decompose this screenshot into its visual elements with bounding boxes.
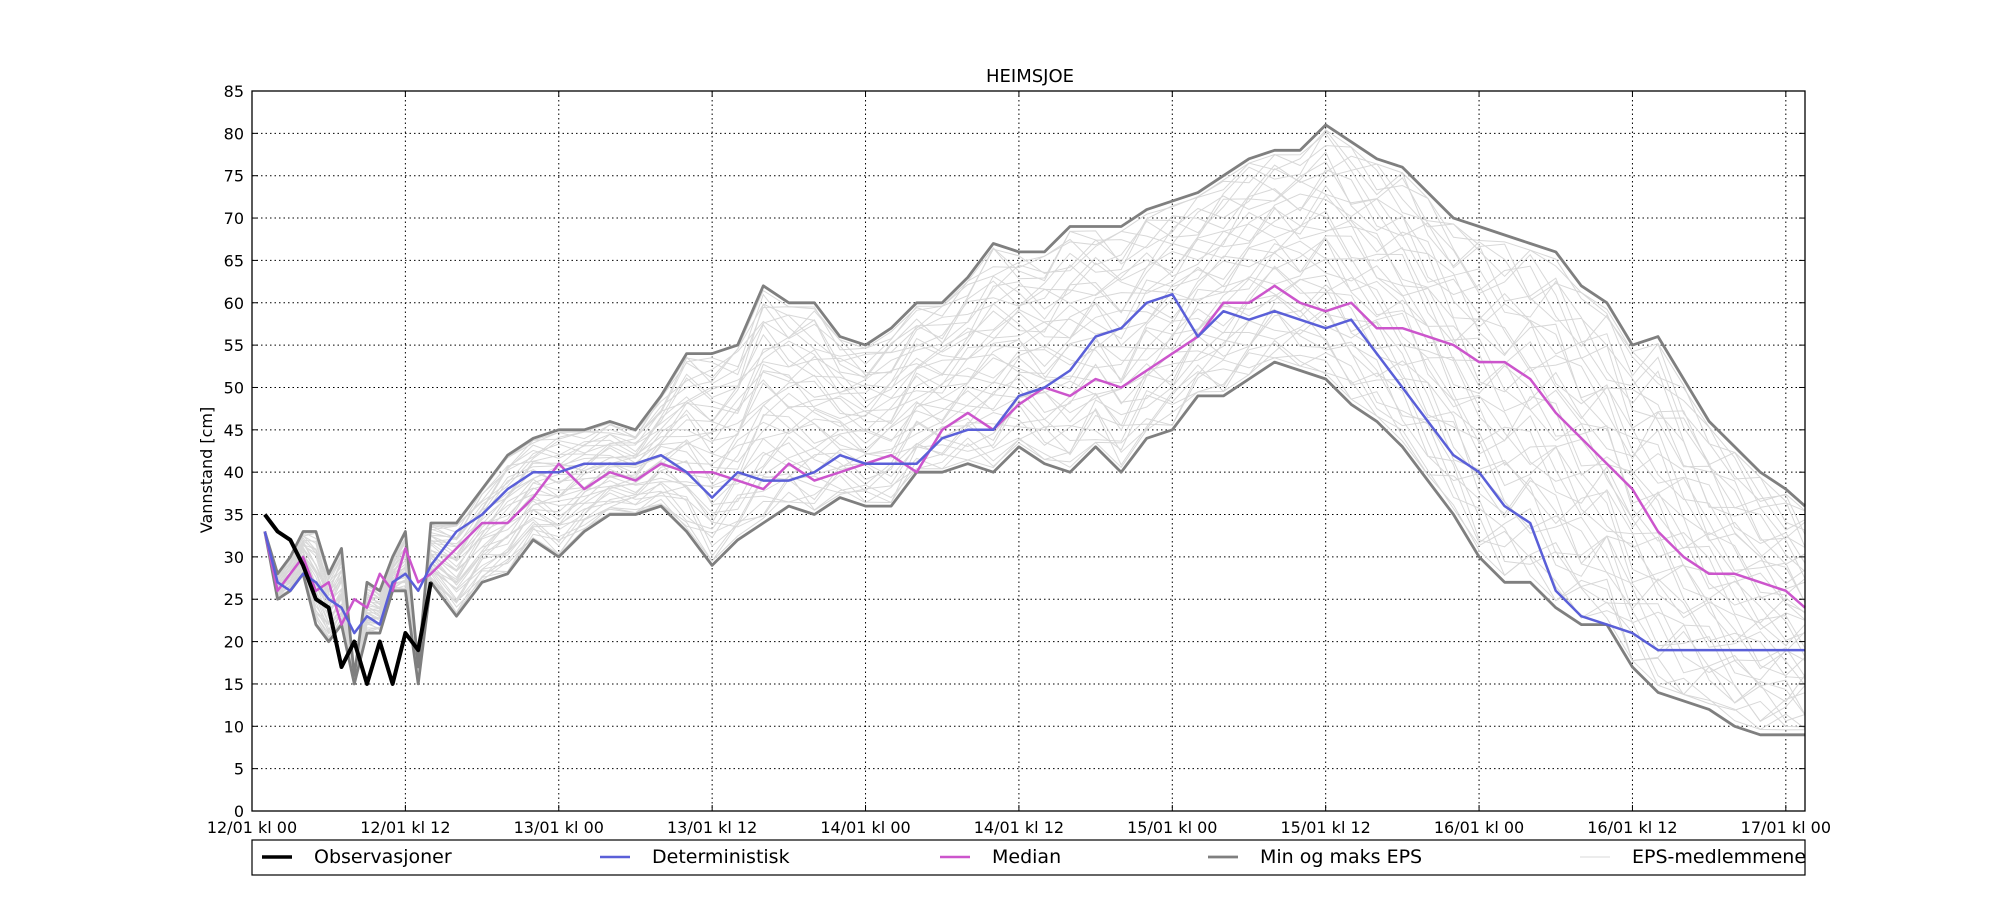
y-tick-label: 45 (224, 421, 244, 440)
chart-title: HEIMSJOE (986, 66, 1074, 87)
y-axis-label: Vannstand [cm] (197, 407, 216, 533)
legend-label-observations: Observasjoner (314, 846, 452, 868)
y-tick-label: 25 (224, 590, 244, 609)
deterministic-line (263, 293, 1805, 652)
y-tick-label: 30 (224, 548, 244, 567)
series-layer (263, 123, 1806, 737)
legend-label-minmax: Min og maks EPS (1260, 846, 1422, 868)
y-tick-label: 15 (224, 675, 244, 694)
observations-line (263, 513, 433, 686)
eps-member-line (264, 207, 1806, 680)
y-tick-label: 20 (224, 633, 244, 652)
x-tick-label: 15/01 kl 12 (1280, 818, 1370, 837)
eps-member-line (264, 194, 1806, 679)
y-tick-label: 70 (224, 209, 244, 228)
x-tick-label: 14/01 kl 00 (820, 818, 910, 837)
eps-member-line (264, 169, 1806, 678)
x-axis: 12/01 kl 00 12/01 kl 12 13/01 kl 00 13/01 k… (207, 91, 1831, 837)
y-tick-label: 80 (224, 124, 244, 143)
eps-member-line (264, 144, 1806, 677)
y-tick-label: 10 (224, 717, 244, 736)
legend: Observasjoner Deterministisk Median Min og … (251, 839, 1806, 876)
plot-frame (251, 90, 1806, 812)
eps-member-line (264, 168, 1806, 678)
median-line (263, 284, 1806, 626)
eps-member-line (264, 265, 1806, 682)
y-tick-label: 5 (234, 760, 244, 779)
x-tick-label: 12/01 kl 00 (207, 818, 297, 837)
legend-frame (251, 839, 1806, 876)
x-tick-label: 16/01 kl 12 (1587, 818, 1677, 837)
x-tick-label: 14/01 kl 12 (974, 818, 1064, 837)
x-tick-label: 13/01 kl 12 (667, 818, 757, 837)
x-tick-label: 12/01 kl 12 (360, 818, 450, 837)
y-axis: 0 5 10 15 20 25 30 35 40 45 50 55 60 65 70 75 80 85 (224, 82, 1805, 821)
y-tick-label: 55 (224, 336, 244, 355)
y-tick-label: 85 (224, 82, 244, 101)
legend-label-members: EPS-medlemmene (1632, 846, 1806, 868)
eps-min-line (263, 360, 1805, 737)
eps-member-line (264, 238, 1806, 681)
legend-label-median: Median (992, 846, 1061, 868)
y-tick-label: 40 (224, 463, 244, 482)
y-tick-label: 35 (224, 506, 244, 525)
y-tick-label: 75 (224, 167, 244, 186)
x-tick-label: 13/01 kl 00 (514, 818, 604, 837)
y-tick-label: 65 (224, 251, 244, 270)
y-tick-label: 50 (224, 378, 244, 397)
x-tick-label: 17/01 kl 00 (1741, 818, 1831, 837)
y-tick-label: 0 (234, 802, 244, 821)
legend-label-deterministic: Deterministisk (652, 846, 790, 868)
y-tick-label: 60 (224, 294, 244, 313)
eps-member-line (264, 169, 1806, 678)
x-tick-label: 15/01 kl 00 (1127, 818, 1217, 837)
x-tick-label: 16/01 kl 00 (1434, 818, 1524, 837)
